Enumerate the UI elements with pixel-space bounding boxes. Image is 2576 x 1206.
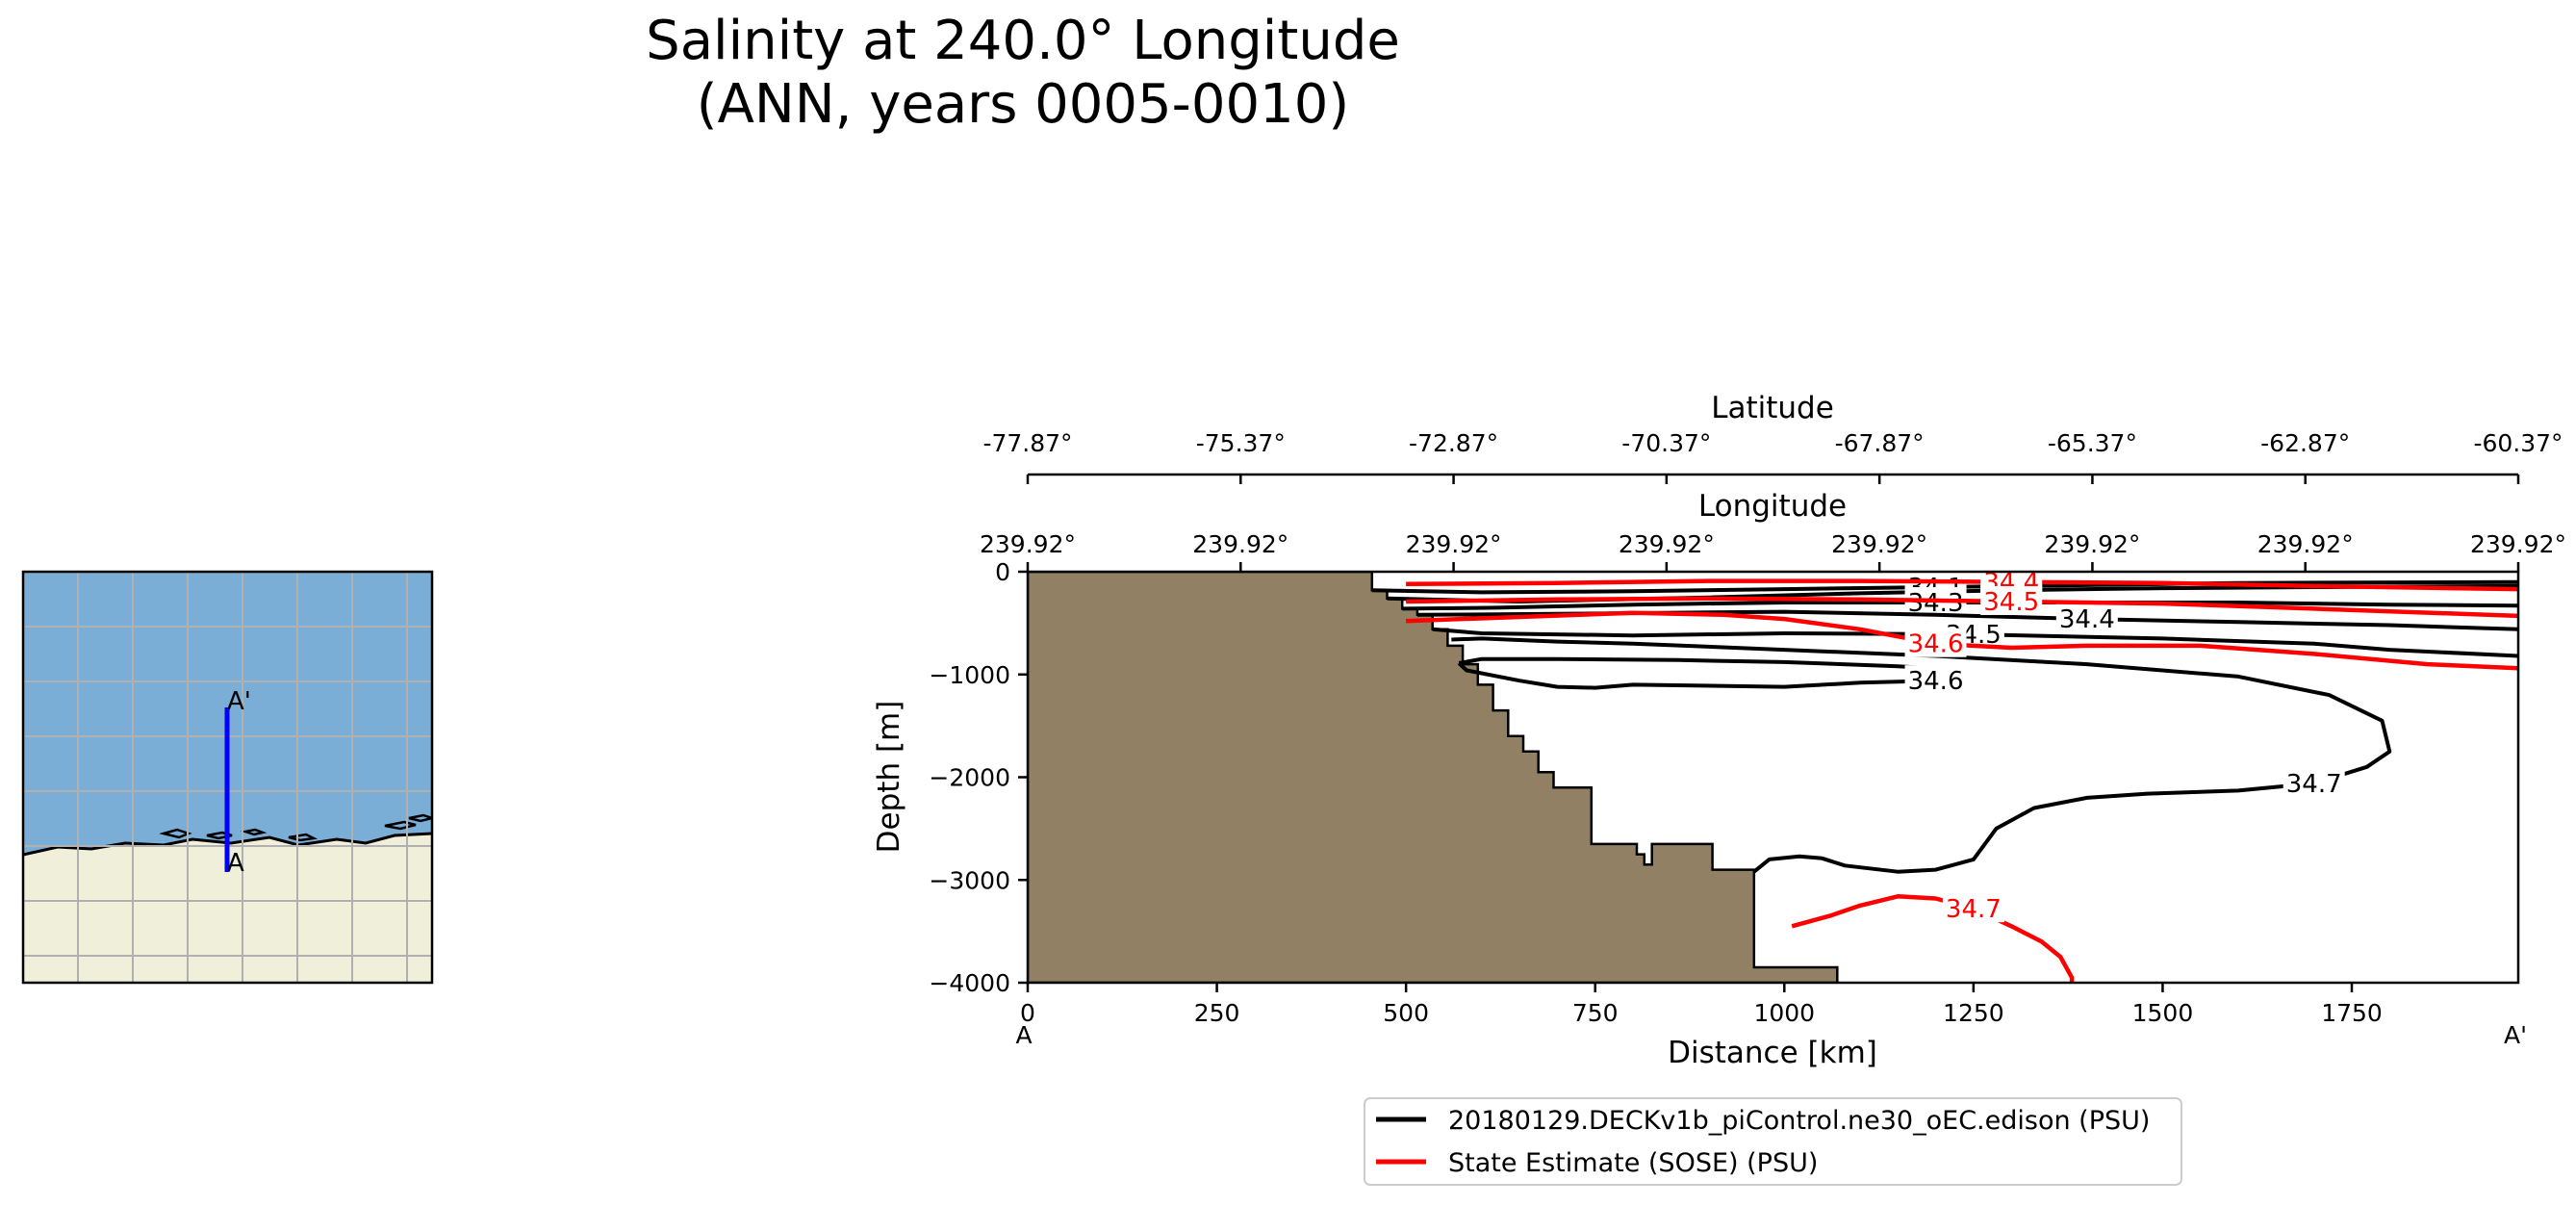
legend: 20180129.DECKv1b_piControl.ne30_oEC.edis… <box>1364 1097 2182 1186</box>
longitude-tick-label: 239.92° <box>1406 530 1502 558</box>
chart-title-line-2: (ANN, years 0005-0010) <box>696 73 1350 136</box>
x-tick-label: 1500 <box>2132 999 2194 1027</box>
contour-label-background <box>1904 665 1967 695</box>
transect-start-label: A <box>227 849 244 878</box>
x-axis-ticks: 0 250 500 750 1000 1250 1500 1750 <box>1020 983 2383 1027</box>
y-tick-label: −2000 <box>929 764 1010 792</box>
x-tick-label: 1750 <box>2321 999 2383 1027</box>
transect-end-label: A' <box>227 687 251 716</box>
contour-label: 34.5 <box>1983 588 2039 617</box>
coastline <box>23 832 432 857</box>
contour-line <box>1451 636 2392 874</box>
longitude-axis-label: Longitude <box>1698 489 1847 524</box>
inset-map <box>23 572 432 983</box>
contour-label: 34.4 <box>2059 605 2115 634</box>
longitude-tick-label: 239.92° <box>2470 530 2566 558</box>
y-tick-label: 0 <box>995 558 1010 586</box>
x-axis-end-label: A' <box>2504 1021 2527 1049</box>
x-tick-label: 750 <box>1572 999 1619 1027</box>
y-axis-label: Depth [m] <box>872 701 906 854</box>
longitude-tick-label: 239.92° <box>1619 530 1715 558</box>
land-area <box>23 834 432 983</box>
y-tick-label: −3000 <box>929 866 1010 894</box>
longitude-axis-ticks: 239.92° 239.92° 239.92° 239.92° 239.92° 239.9… <box>980 530 2566 572</box>
longitude-tick-label: 239.92° <box>2044 530 2140 558</box>
y-tick-label: −4000 <box>929 969 1010 997</box>
latitude-axis-ticks: -77.87° -75.37° -72.87° -70.37° -67.87° -65.3… <box>982 429 2563 484</box>
inset-map-frame <box>21 570 434 985</box>
y-axis-ticks: 0 −1000 −2000 −3000 −4000 <box>929 558 1028 997</box>
latitude-tick-label: -72.87° <box>1409 429 1498 457</box>
map-gridlines <box>23 572 432 983</box>
legend-obs-label: State Estimate (SOSE) (PSU) <box>1448 1148 1818 1178</box>
plot-area: 34.134.234.334.434.534.634.7 34.434.534.… <box>1028 572 2518 983</box>
x-tick-label: 1250 <box>1943 999 2004 1027</box>
contour-label-background <box>1980 585 2043 615</box>
contour-label: 34.6 <box>1908 630 1964 659</box>
latitude-tick-label: -65.37° <box>2048 429 2137 457</box>
obs-contours: 34.4 34.5 34.6 34.7 <box>1406 572 2518 983</box>
x-axis-start-label: A <box>1015 1021 1032 1049</box>
contour-label-background <box>1904 628 1967 657</box>
chart-title-line-1: Salinity at 240.0° Longitude <box>646 10 1400 72</box>
longitude-tick-label: 239.92° <box>1831 530 1927 558</box>
legend-model-label: 20180129.DECKv1b_piControl.ne30_oEC.edis… <box>1448 1106 2150 1136</box>
x-tick-label: 250 <box>1194 999 1240 1027</box>
chart-title: Salinity at 240.0° Longitude (ANN, years… <box>446 10 1600 137</box>
x-tick-label: 0 <box>1020 999 1035 1027</box>
longitude-tick-label: 239.92° <box>1192 530 1288 558</box>
contour-line <box>1406 596 2518 619</box>
latitude-tick-label: -70.37° <box>1621 429 1711 457</box>
contour-label: 34.7 <box>1946 895 2002 924</box>
latitude-tick-label: -77.87° <box>982 429 1072 457</box>
contour-label: 34.7 <box>2286 770 2342 799</box>
y-tick-label: −1000 <box>929 661 1010 689</box>
x-tick-label: 500 <box>1383 999 1429 1027</box>
longitude-tick-label: 239.92° <box>2257 530 2354 558</box>
latitude-tick-label: -67.87° <box>1835 429 1925 457</box>
latitude-tick-label: -62.87° <box>2260 429 2350 457</box>
legend-frame <box>1364 1097 2182 1186</box>
contour-label: 34.6 <box>1908 667 1964 696</box>
contour-line <box>1457 656 1961 690</box>
longitude-tick-label: 239.92° <box>980 530 1076 558</box>
contour-line <box>1406 578 2518 592</box>
latitude-axis-label: Latitude <box>1711 391 1834 425</box>
contour-label-background <box>2055 603 2118 633</box>
contour-label-background <box>2283 767 2345 797</box>
latitude-tick-label: -75.37° <box>1196 429 1286 457</box>
x-axis-label: Distance [km] <box>1668 1036 1877 1070</box>
contour-label-background <box>1942 893 2004 923</box>
latitude-tick-label: -60.37° <box>2473 429 2563 457</box>
x-tick-label: 1000 <box>1753 999 1815 1027</box>
